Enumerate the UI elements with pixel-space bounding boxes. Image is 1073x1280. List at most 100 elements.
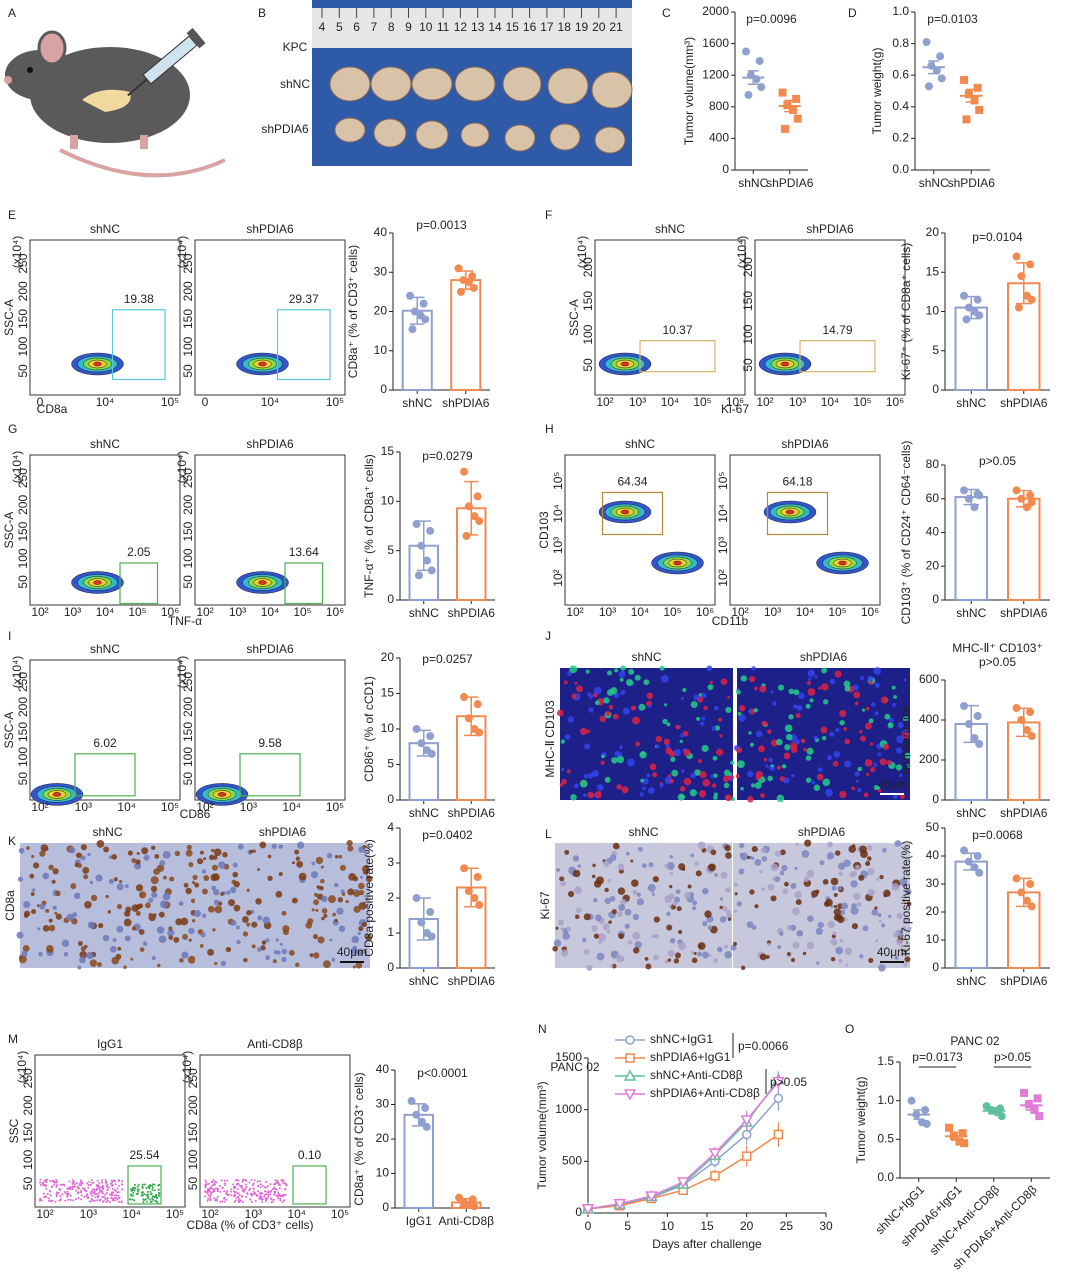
flow-y-tick: 150: [16, 309, 30, 329]
cell: [227, 899, 235, 907]
cell: [278, 844, 283, 849]
cell: [654, 934, 659, 939]
cell: [856, 901, 862, 907]
flow-x-tick: 10³: [764, 605, 781, 619]
event-dot: [225, 1191, 228, 1194]
cell: [816, 773, 824, 781]
cell: [761, 887, 765, 891]
y-tick-label: 10: [381, 494, 395, 508]
event-dot: [209, 1194, 212, 1197]
cell: [727, 917, 732, 921]
cell: [693, 694, 700, 701]
y-tick-label: 0.0: [877, 1170, 894, 1184]
cell: [345, 899, 349, 904]
event-dot: [138, 1188, 141, 1191]
cell: [740, 965, 746, 971]
cell: [351, 935, 360, 944]
data-point: [470, 1202, 479, 1211]
cell: [199, 850, 204, 855]
event-dot: [121, 1188, 124, 1191]
event-dot: [92, 1181, 95, 1184]
event-dot: [131, 1187, 134, 1190]
y-tick-label: 20: [926, 904, 940, 918]
cell: [279, 942, 283, 946]
x-tick-label: shPDIA6: [766, 176, 814, 190]
ruler-mark: 12: [454, 20, 468, 34]
cell: [618, 904, 626, 912]
density-contour: [93, 361, 102, 367]
event-dot: [111, 1193, 114, 1196]
event-dot: [83, 1195, 86, 1198]
cell: [246, 910, 252, 916]
cell: [610, 964, 614, 968]
cell: [664, 703, 668, 707]
event-dot: [103, 1196, 106, 1199]
cell: [291, 897, 298, 904]
cell: [793, 689, 800, 696]
y-tick-label: 5: [932, 343, 939, 357]
cell: [606, 930, 611, 934]
data-point: [960, 486, 969, 495]
cell: [790, 957, 796, 963]
cell: [31, 854, 35, 859]
event-dot: [145, 1187, 148, 1190]
event-dot: [131, 1198, 134, 1201]
data-point: [927, 61, 936, 70]
event-dot: [45, 1184, 48, 1187]
cell: [148, 912, 153, 917]
cell: [844, 760, 852, 768]
event-dot: [96, 1179, 99, 1182]
cell: [865, 860, 871, 867]
event-dot: [213, 1197, 216, 1200]
cell: [665, 778, 670, 783]
cell: [569, 665, 578, 674]
cell: [559, 876, 565, 882]
cell: [257, 947, 262, 952]
data-point: [755, 56, 764, 65]
flow-x-tick: 10⁵: [326, 395, 344, 409]
x-tick-label: shNC: [956, 806, 986, 820]
flow-x-tick: 10⁶: [726, 395, 744, 409]
cell: [635, 741, 641, 747]
flow-y-tick: 100: [181, 336, 195, 356]
cell: [632, 913, 640, 921]
y-tick-label: 0: [382, 1200, 389, 1214]
cell: [211, 885, 217, 891]
cell: [321, 895, 328, 903]
cell: [699, 771, 707, 779]
event-dot: [212, 1179, 215, 1182]
cell: [852, 684, 859, 691]
cell: [727, 774, 734, 781]
cell: [352, 876, 359, 882]
cell: [870, 702, 876, 707]
line-marker: [773, 1129, 784, 1140]
event-dot: [253, 1179, 256, 1182]
data-point: [422, 1122, 431, 1131]
density-contour: [52, 792, 62, 797]
cell: [232, 862, 238, 868]
x-tick-label: shNC: [409, 974, 439, 988]
event-dot: [252, 1182, 255, 1185]
flow-x-tick: 10⁵: [663, 605, 681, 619]
cell: [632, 889, 638, 895]
data-point: [1026, 880, 1035, 888]
cell: [903, 678, 907, 682]
flow-y-unit: (x10⁴): [15, 1051, 29, 1084]
cell: [138, 929, 145, 935]
cell: [877, 788, 882, 793]
cell: [725, 706, 732, 714]
event-dot: [106, 1189, 109, 1192]
flow-x-tick: 10³: [240, 800, 257, 814]
cell: [747, 771, 754, 778]
flow-plot-title: shNC: [655, 222, 685, 236]
event-dot: [117, 1194, 120, 1197]
cell: [111, 854, 118, 860]
cell: [896, 735, 905, 744]
cell: [70, 883, 77, 890]
cell: [689, 789, 697, 797]
panel-letter: O: [845, 1022, 854, 1036]
cell: [751, 666, 756, 671]
data-point: [1026, 260, 1035, 269]
gate: [74, 753, 136, 797]
data-point: [744, 90, 753, 99]
